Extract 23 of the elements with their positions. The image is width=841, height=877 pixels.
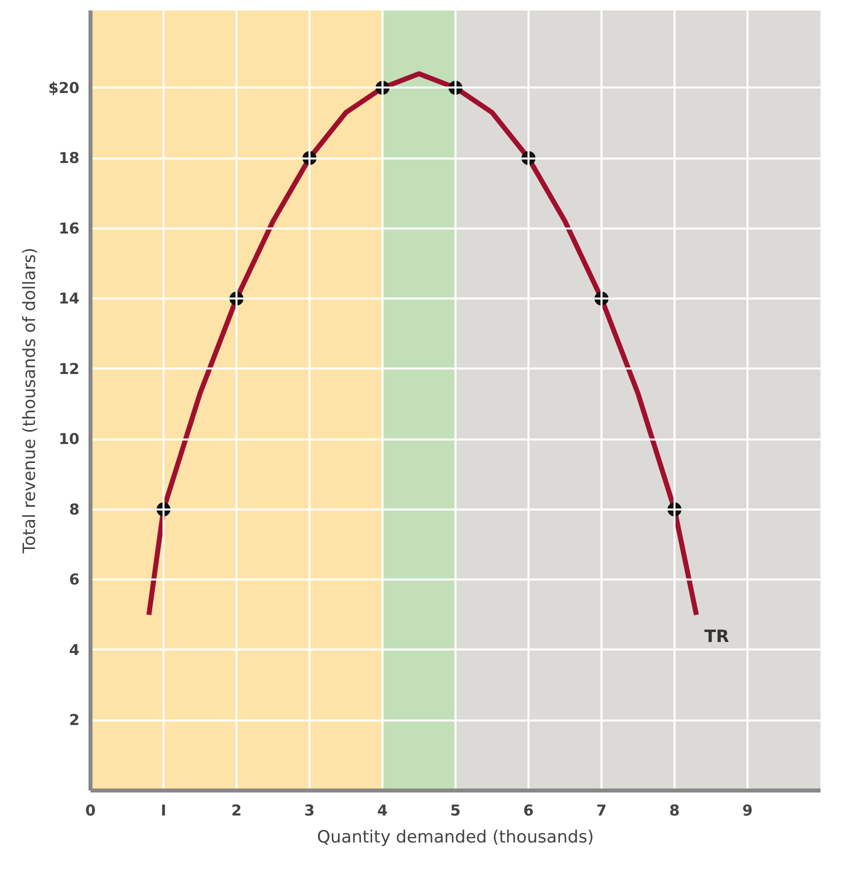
y-tick-label: 10 <box>58 430 80 448</box>
y-tick-label: 2 <box>69 711 80 730</box>
y-tick-label: $20 <box>48 78 80 97</box>
x-tick-label: 8 <box>669 802 680 820</box>
y-tick-label: 8 <box>69 500 80 518</box>
series-label: TR <box>704 626 730 647</box>
y-tick-label: 6 <box>69 570 80 589</box>
x-tick-label: 3 <box>304 802 315 820</box>
y-tick-label: 4 <box>69 640 80 659</box>
y-tick-label: 18 <box>58 149 80 168</box>
y-tick-label: 12 <box>58 360 80 378</box>
x-tick-label: 6 <box>523 802 534 820</box>
x-tick-label: 5 <box>450 802 461 820</box>
x-tick-label: I <box>160 802 166 820</box>
x-tick-label: 4 <box>377 802 388 820</box>
x-tick-label: 7 <box>596 802 607 820</box>
y-tick-label: 16 <box>58 219 80 238</box>
x-axis-title: Quantity demanded (thousands) <box>317 828 594 848</box>
x-tick-label: 2 <box>231 802 242 820</box>
x-tick-label: 9 <box>742 802 753 820</box>
y-axis-title: Total revenue (thousands of dollars) <box>20 248 40 554</box>
y-tick-label: 14 <box>58 290 80 308</box>
x-tick-label: 0 <box>85 802 96 820</box>
